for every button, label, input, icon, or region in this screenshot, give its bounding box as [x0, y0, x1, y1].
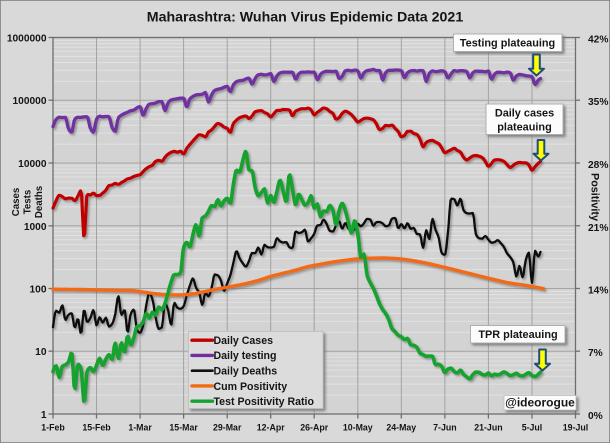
svg-text:10-May: 10-May: [343, 423, 373, 433]
svg-text:19-Jul: 19-Jul: [563, 423, 588, 433]
svg-text:26-Apr: 26-Apr: [300, 423, 328, 433]
svg-text:5-Jul: 5-Jul: [522, 423, 543, 433]
svg-text:14%: 14%: [588, 286, 608, 297]
svg-text:Positivity: Positivity: [589, 173, 601, 221]
svg-text:Cum Positivity: Cum Positivity: [214, 381, 288, 393]
svg-text:21-Jun: 21-Jun: [474, 423, 502, 433]
svg-text:24-May: 24-May: [386, 423, 416, 433]
svg-text:12-Apr: 12-Apr: [257, 423, 285, 433]
svg-text:Testing plateauing: Testing plateauing: [460, 38, 555, 50]
svg-text:42%: 42%: [588, 35, 608, 46]
svg-text:Tests: Tests: [23, 190, 34, 215]
svg-text:Deaths: Deaths: [34, 186, 45, 218]
svg-text:10000: 10000: [18, 159, 47, 170]
svg-text:TPR plateauing: TPR plateauing: [478, 329, 557, 341]
svg-text:plateauing: plateauing: [497, 122, 551, 134]
svg-text:Test Positivity Ratio: Test Positivity Ratio: [214, 396, 315, 408]
svg-text:Maharashtra: Wuhan Virus Epide: Maharashtra: Wuhan Virus Epidemic Data 2…: [147, 10, 464, 26]
svg-text:1000000: 1000000: [7, 34, 47, 45]
svg-text:15-Mar: 15-Mar: [169, 423, 198, 433]
svg-text:1000: 1000: [24, 222, 47, 233]
svg-text:0%: 0%: [588, 411, 603, 422]
svg-text:Daily Cases: Daily Cases: [214, 335, 274, 347]
svg-text:Cases: Cases: [11, 188, 22, 217]
svg-text:1: 1: [41, 410, 47, 421]
svg-text:100000: 100000: [13, 96, 47, 107]
svg-text:7-Jun: 7-Jun: [433, 423, 456, 433]
svg-text:21%: 21%: [588, 223, 608, 234]
svg-text:1-Mar: 1-Mar: [128, 423, 152, 433]
svg-text:7%: 7%: [588, 348, 603, 359]
svg-text:35%: 35%: [588, 97, 608, 108]
svg-text:28%: 28%: [588, 160, 608, 171]
svg-text:10: 10: [35, 347, 47, 358]
svg-text:15-Feb: 15-Feb: [82, 423, 111, 433]
svg-text:Daily cases: Daily cases: [495, 108, 554, 120]
svg-text:Daily Deaths: Daily Deaths: [214, 366, 278, 378]
svg-text:Daily testing: Daily testing: [214, 350, 277, 362]
svg-text:100: 100: [30, 285, 47, 296]
svg-text:@ideorogue: @ideorogue: [505, 396, 575, 410]
svg-text:1-Feb: 1-Feb: [41, 423, 65, 433]
svg-text:29-Mar: 29-Mar: [213, 423, 242, 433]
